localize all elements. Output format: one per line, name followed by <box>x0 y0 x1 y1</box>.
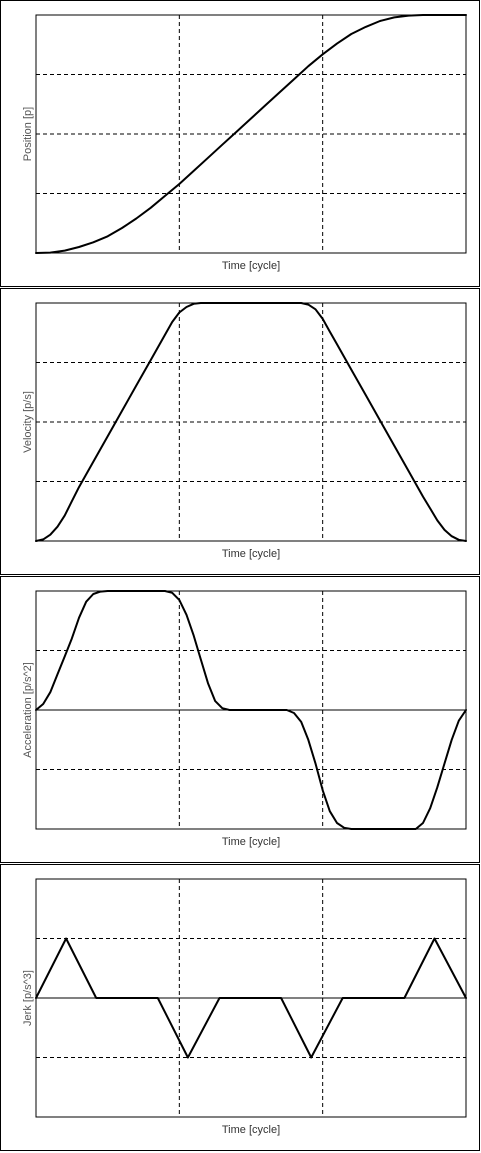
y-axis-label: Jerk [p/s^3] <box>22 970 34 1026</box>
series-line <box>35 937 467 1059</box>
x-axis-label: Time [cycle] <box>222 836 280 848</box>
jerk-chart: Time [cycle] Jerk [p/s^3] <box>22 878 467 1136</box>
plot-area <box>35 14 467 254</box>
jerk-chart-panel: Time [cycle] Jerk [p/s^3] <box>0 864 480 1151</box>
x-axis-label: Time [cycle] <box>222 1124 280 1136</box>
velocity-chart: Time [cycle] Velocity [p/s] <box>22 302 467 560</box>
acceleration-chart-panel: Time [cycle] Acceleration [p/s^2] <box>0 576 480 863</box>
y-axis-label: Acceleration [p/s^2] <box>22 662 34 758</box>
series-line <box>35 14 467 254</box>
series-line <box>35 302 467 542</box>
x-axis-label: Time [cycle] <box>222 548 280 560</box>
position-chart-panel: Time [cycle] Position [p] <box>0 0 480 287</box>
x-axis-label: Time [cycle] <box>222 260 280 272</box>
acceleration-chart: Time [cycle] Acceleration [p/s^2] <box>22 590 467 848</box>
series-line <box>35 590 467 830</box>
y-axis-label: Position [p] <box>22 107 34 161</box>
y-axis-label: Velocity [p/s] <box>22 391 34 453</box>
velocity-chart-panel: Time [cycle] Velocity [p/s] <box>0 288 480 575</box>
position-chart: Time [cycle] Position [p] <box>22 14 467 272</box>
